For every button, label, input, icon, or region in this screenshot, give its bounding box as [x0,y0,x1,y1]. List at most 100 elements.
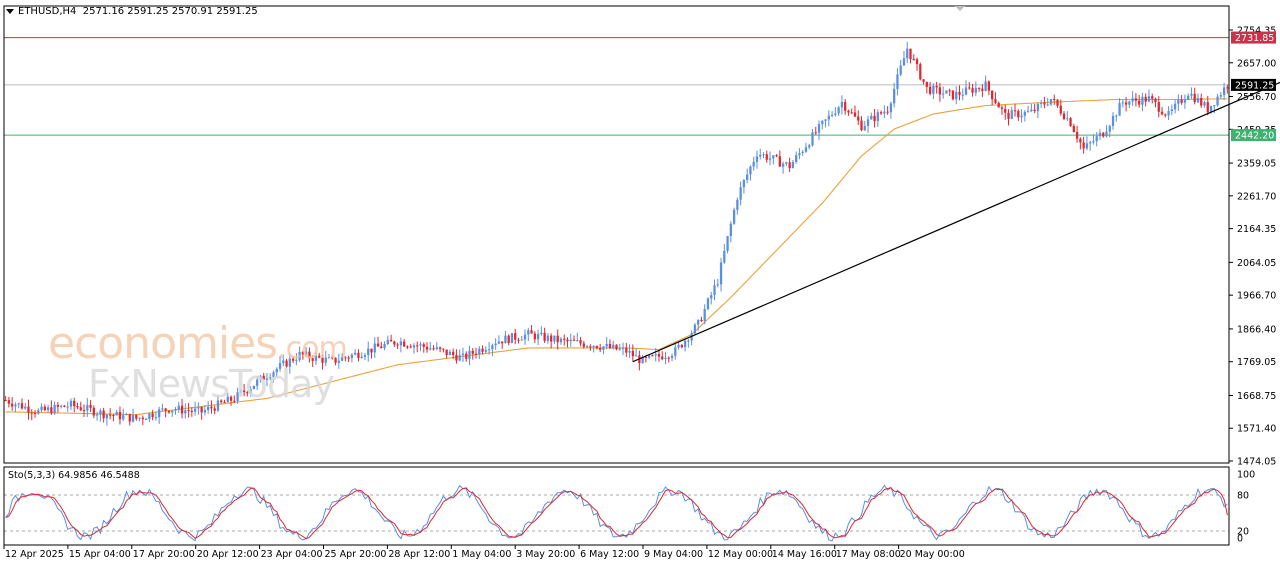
candle-bull [1187,95,1190,100]
candle-bear [1059,105,1062,114]
candle-bear [915,59,919,65]
candle-bull [399,341,403,346]
time-tick-label: 20 Apr 12:00 [197,549,259,560]
candle-bull [216,400,220,411]
candle-bear [109,414,112,416]
candle-bull [236,392,239,401]
candle-bear [331,357,334,359]
candle-bull [974,87,977,93]
candle-bear [631,350,634,357]
candle-bull [265,378,269,380]
candle-bull [46,407,50,411]
candle-bull [527,330,530,335]
candle-bear [661,356,664,360]
candle-bear [507,335,510,344]
candle-bear [857,116,860,121]
time-tick-label: 17 May 08:00 [836,549,901,560]
candle-bull [1030,109,1033,112]
candle-bear [347,357,350,359]
candle-bull [592,346,595,348]
candle-bear [951,90,955,100]
candle-bear [1134,98,1138,101]
candle-bull [612,344,615,348]
candle-bear [922,79,925,82]
time-tick-label: 20 May 00:00 [900,549,965,560]
candle-bull [670,355,674,358]
candle-bull [14,404,17,407]
chart-header: ETHUSD,H4 2571.16 2591.25 2570.91 2591.2… [6,6,258,17]
candle-bull [494,343,497,346]
candle-bull [1036,103,1040,112]
candle-bull [99,410,102,415]
price-tick-label: 2164.35 [1237,224,1276,235]
candle-bull [837,107,840,114]
candle-bull [703,309,706,322]
candle-bull [259,375,262,380]
candle-bull [693,324,697,334]
candle-bear [1004,108,1007,113]
candle-bear [625,347,628,353]
candle-bull [634,355,638,357]
dropdown-arrow-icon[interactable] [6,8,14,14]
candle-bear [550,335,553,342]
candle-bull [723,250,726,263]
candle-bull [906,48,909,59]
candle-bull [706,298,710,310]
candle-bear [615,344,618,350]
candle-bull [324,357,327,363]
candle-bull [1023,111,1026,116]
candle-bear [968,87,971,89]
candle-bear [1000,107,1004,109]
candle-bear [20,403,24,409]
candle-bear [213,408,216,411]
candle-bull [713,285,716,296]
time-tick-label: 9 May 04:00 [644,549,703,560]
candle-bear [572,339,576,341]
candle-bull [419,344,422,346]
candle-bear [102,410,105,419]
candle-bear [1075,132,1079,139]
candle-bear [1180,99,1183,103]
candle-bull [876,112,879,122]
candle-bull [621,347,625,349]
candle-bull [171,410,174,413]
candle-bull [504,335,507,344]
candle-bear [533,333,536,340]
candle-bull [628,350,631,353]
candle-bull [896,74,899,89]
candle-bull [125,413,128,416]
time-tick-label: 6 May 12:00 [580,549,639,560]
price-tick-label: 2754.35 [1237,26,1276,37]
candle-bull [197,406,200,409]
candle-bull [585,346,589,348]
candle-bull [762,154,765,156]
candle-bull [902,58,906,66]
candle-bull [772,155,775,159]
candle-bear [128,413,131,422]
candle-bear [994,99,997,103]
candle-bull [1115,115,1118,117]
level-badge-support [1231,129,1276,142]
candle-bull [458,355,461,361]
candle-bear [229,396,233,401]
candle-bull [817,124,821,133]
candle-bull [1108,126,1111,132]
candle-bull [383,343,386,349]
candle-bear [455,355,458,361]
candle-bull [448,351,452,355]
candle-bull [834,113,837,115]
candle-bear [92,407,95,416]
candle-bull [932,85,935,94]
candle-bear [1033,109,1036,112]
candle-bull [732,209,736,224]
price-tick-label: 1571.40 [1237,424,1276,435]
candle-bull [148,413,151,419]
sto-signal-line [5,487,1228,540]
candle-bear [860,120,863,131]
candle-bull [1046,104,1049,106]
candle-bull [105,414,109,419]
candle-bear [595,346,599,349]
candle-bull [870,115,873,120]
candle-bull [249,388,252,393]
